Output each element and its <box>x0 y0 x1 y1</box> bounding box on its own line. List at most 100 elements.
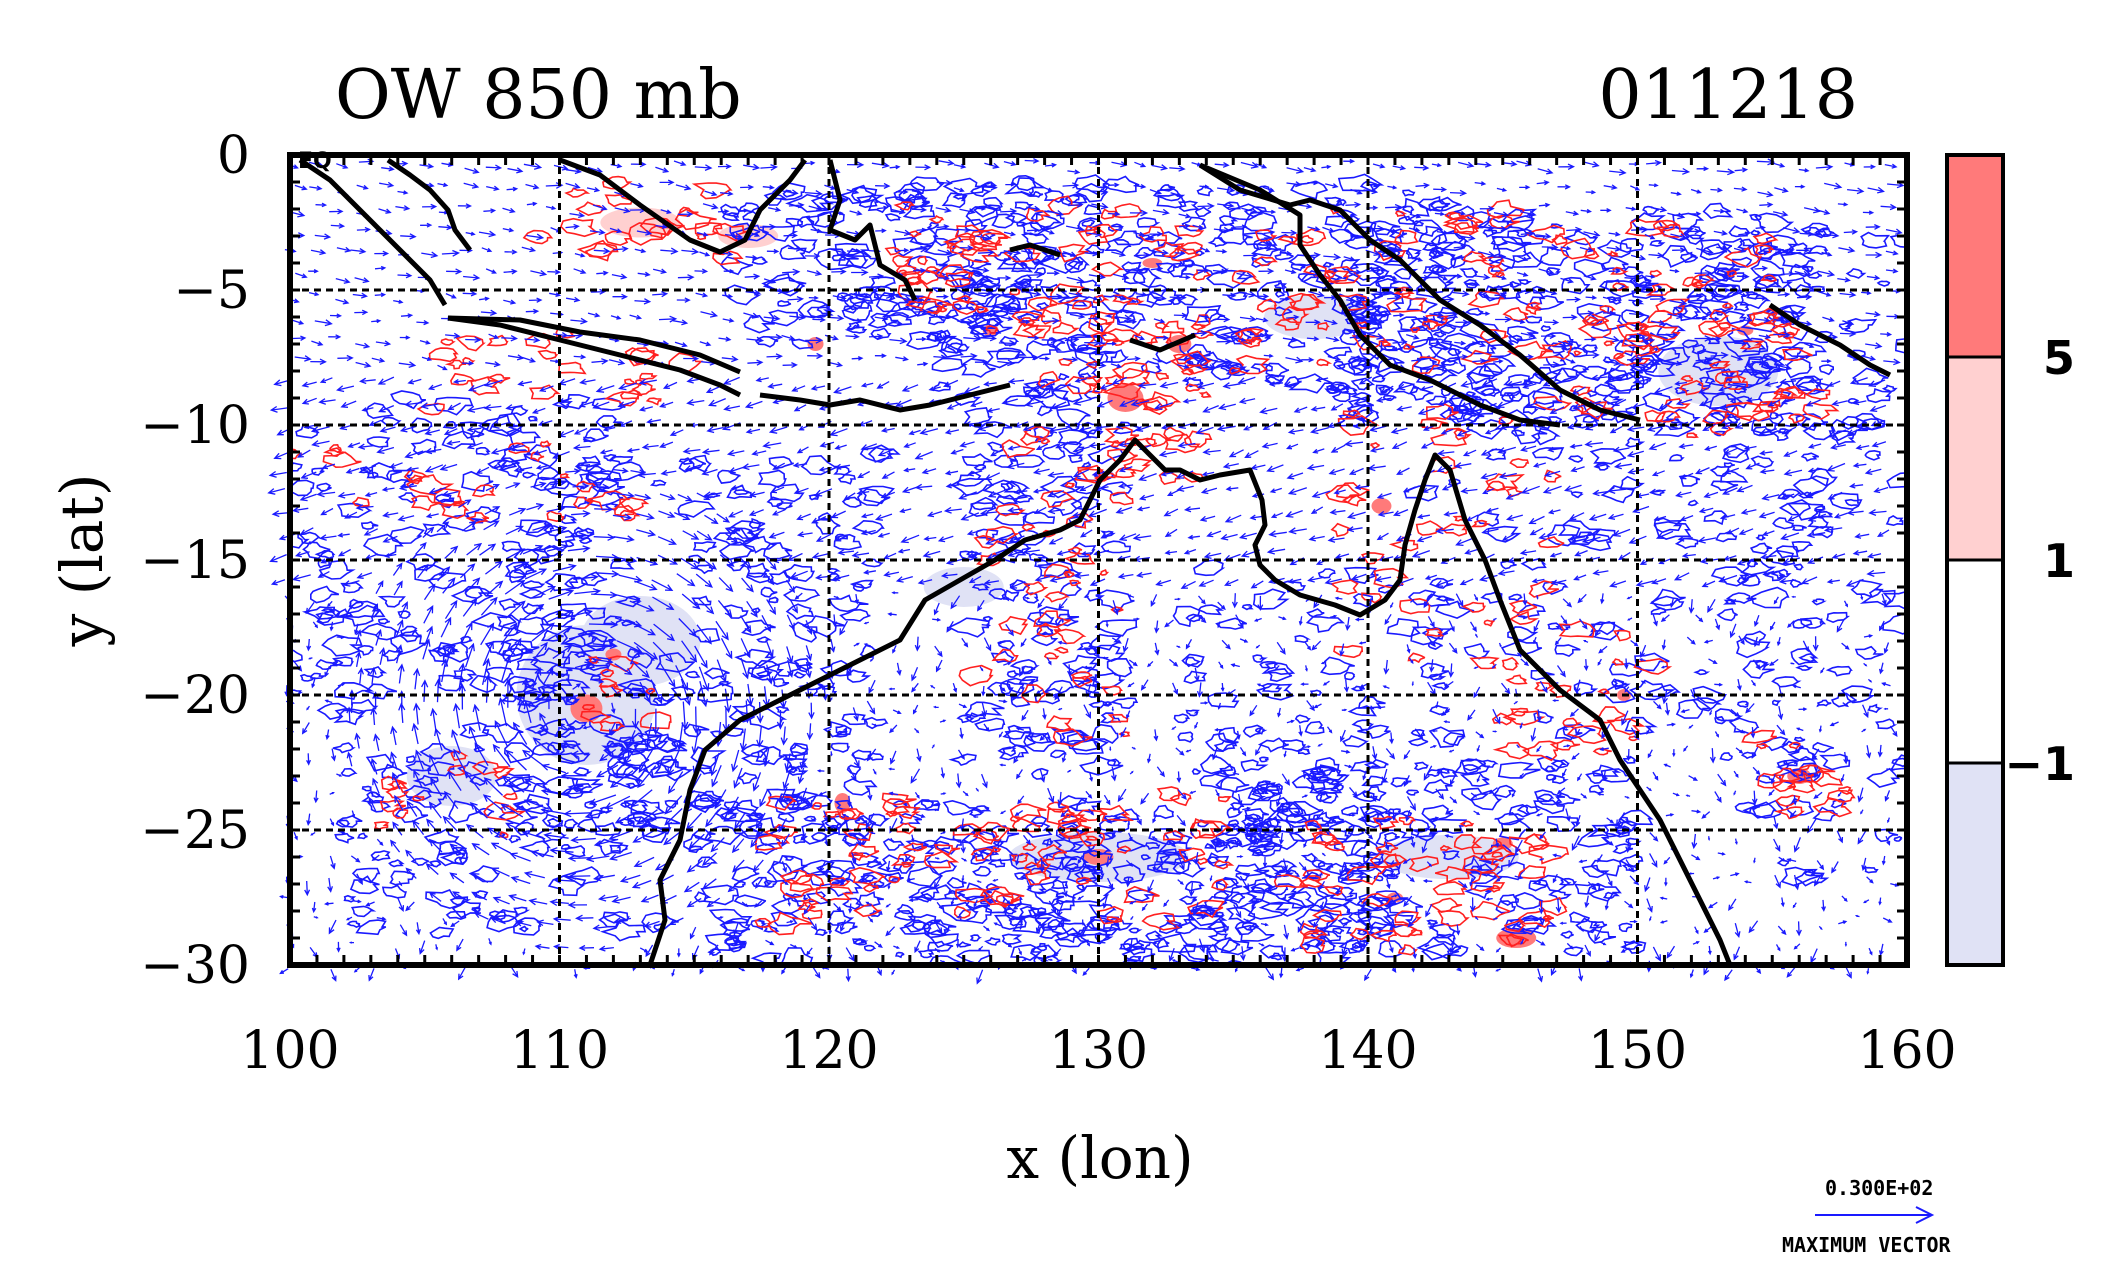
wind-vector <box>633 641 659 660</box>
ow-negative-contour <box>835 724 849 735</box>
wind-vector <box>1190 831 1194 837</box>
ow-positive-contour <box>1021 523 1036 532</box>
wind-vector <box>874 858 883 866</box>
ow-negative-contour <box>1558 877 1578 886</box>
ow-positive-contour <box>973 534 1002 549</box>
wind-vector <box>1449 773 1457 786</box>
wind-vector <box>1781 271 1795 277</box>
wind-vector <box>1624 658 1629 670</box>
ow-positive-contour <box>1421 320 1442 330</box>
wind-vector <box>683 881 700 893</box>
ow-negative-contour <box>1531 447 1565 461</box>
ow-negative-contour <box>1590 621 1616 636</box>
ow-negative-contour <box>1261 815 1281 828</box>
wind-vector <box>568 872 591 880</box>
wind-vector <box>1655 530 1674 540</box>
ow-positive-contour <box>1583 248 1600 260</box>
wind-vector <box>786 920 794 924</box>
ow-negative-contour <box>777 812 795 823</box>
wind-vector <box>1881 593 1887 606</box>
wind-vector <box>376 838 384 847</box>
wind-vector <box>888 791 899 796</box>
ow-positive-contour <box>1323 270 1350 283</box>
ow-positive-contour <box>970 847 995 862</box>
ow-negative-contour <box>614 595 642 608</box>
ow-negative-contour <box>828 594 869 613</box>
wind-vector <box>428 801 442 819</box>
ow-negative-contour <box>1064 193 1088 204</box>
wind-vector <box>1722 487 1738 495</box>
wind-vector <box>1818 725 1823 733</box>
ow-negative-contour <box>1428 726 1466 748</box>
wind-vector <box>1034 575 1051 582</box>
ow-positive-contour <box>953 905 972 919</box>
ow-negative-contour <box>521 580 546 590</box>
wind-vector <box>1787 514 1802 522</box>
ow-negative-contour <box>537 466 562 481</box>
wind-vector <box>479 296 490 301</box>
wind-vector <box>1513 700 1519 705</box>
wind-vector <box>1877 744 1883 758</box>
ow-negative-contour <box>1424 593 1455 607</box>
wind-vector <box>1559 921 1567 925</box>
ow-negative-contour <box>516 616 550 635</box>
wind-vector <box>1842 702 1849 708</box>
wind-vector <box>1678 443 1694 450</box>
wind-vector <box>728 510 744 518</box>
wind-vector <box>1032 383 1046 392</box>
ow-positive-contour <box>1112 294 1134 304</box>
wind-vector <box>860 529 876 536</box>
ow-negative-contour <box>356 832 368 840</box>
ow-negative-contour <box>333 681 375 701</box>
ow-negative-contour <box>971 583 991 591</box>
wind-vector <box>1321 768 1326 777</box>
wind-vector <box>528 898 548 906</box>
ow-negative-contour <box>1375 357 1404 378</box>
wind-vector <box>1578 859 1588 864</box>
wind-vector <box>469 801 488 819</box>
wind-vector <box>1429 921 1438 930</box>
wind-vector <box>416 320 430 326</box>
ow-negative-contour <box>454 856 468 865</box>
wind-vector <box>1276 641 1286 655</box>
wind-vector <box>1258 942 1265 947</box>
wind-vector <box>336 773 343 777</box>
ow-negative-contour <box>814 517 841 535</box>
wind-vector <box>1135 812 1142 826</box>
wind-vector <box>540 788 570 797</box>
wind-vector <box>1169 294 1187 301</box>
wind-vector <box>572 444 591 451</box>
ow-negative-contour <box>1741 337 1769 353</box>
wind-vector <box>565 296 581 303</box>
wind-vector <box>446 440 461 446</box>
ow-negative-contour <box>743 314 775 334</box>
wind-vector <box>473 912 489 920</box>
ow-negative-contour <box>510 405 529 416</box>
ow-positive-contour <box>1678 379 1710 396</box>
wind-vector <box>1751 746 1759 759</box>
wind-vector <box>1497 569 1515 577</box>
wind-vector <box>423 604 434 624</box>
ow-negative-contour <box>999 680 1025 697</box>
wind-vector <box>1539 831 1546 840</box>
ow-negative-contour <box>1112 230 1144 246</box>
wind-vector <box>998 339 1017 347</box>
wind-vector <box>1729 623 1737 639</box>
wind-vector <box>1552 699 1559 702</box>
ow-negative-contour <box>1407 589 1437 606</box>
ow-positive-contour <box>958 664 994 687</box>
ow-negative-contour <box>1422 264 1442 274</box>
wind-vector <box>876 381 890 389</box>
ow-negative-contour <box>1042 443 1066 460</box>
wind-vector <box>1813 872 1823 887</box>
wind-vector <box>676 722 684 751</box>
ow-negative-contour <box>712 527 759 546</box>
ow-negative-contour <box>1576 827 1611 848</box>
ow-negative-contour <box>1687 499 1699 507</box>
wind-vector <box>1803 342 1815 348</box>
ow-negative-contour <box>1347 396 1375 415</box>
wind-vector <box>940 767 946 779</box>
ow-negative-contour <box>1608 662 1645 677</box>
ow-negative-contour <box>531 742 560 756</box>
wind-vector <box>1311 640 1322 651</box>
